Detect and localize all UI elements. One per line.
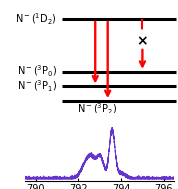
- Text: $\mathregular{N^-(^1D_2)}$: $\mathregular{N^-(^1D_2)}$: [15, 11, 57, 27]
- Text: $\mathregular{N^-(^3P_2)}$: $\mathregular{N^-(^3P_2)}$: [77, 101, 117, 117]
- Text: $\mathregular{N^-(^3P_0)}$: $\mathregular{N^-(^3P_0)}$: [17, 64, 57, 79]
- Text: $\mathbf{\times}$: $\mathbf{\times}$: [137, 34, 148, 48]
- Text: $\mathregular{N^-(^3P_1)}$: $\mathregular{N^-(^3P_1)}$: [17, 79, 57, 94]
